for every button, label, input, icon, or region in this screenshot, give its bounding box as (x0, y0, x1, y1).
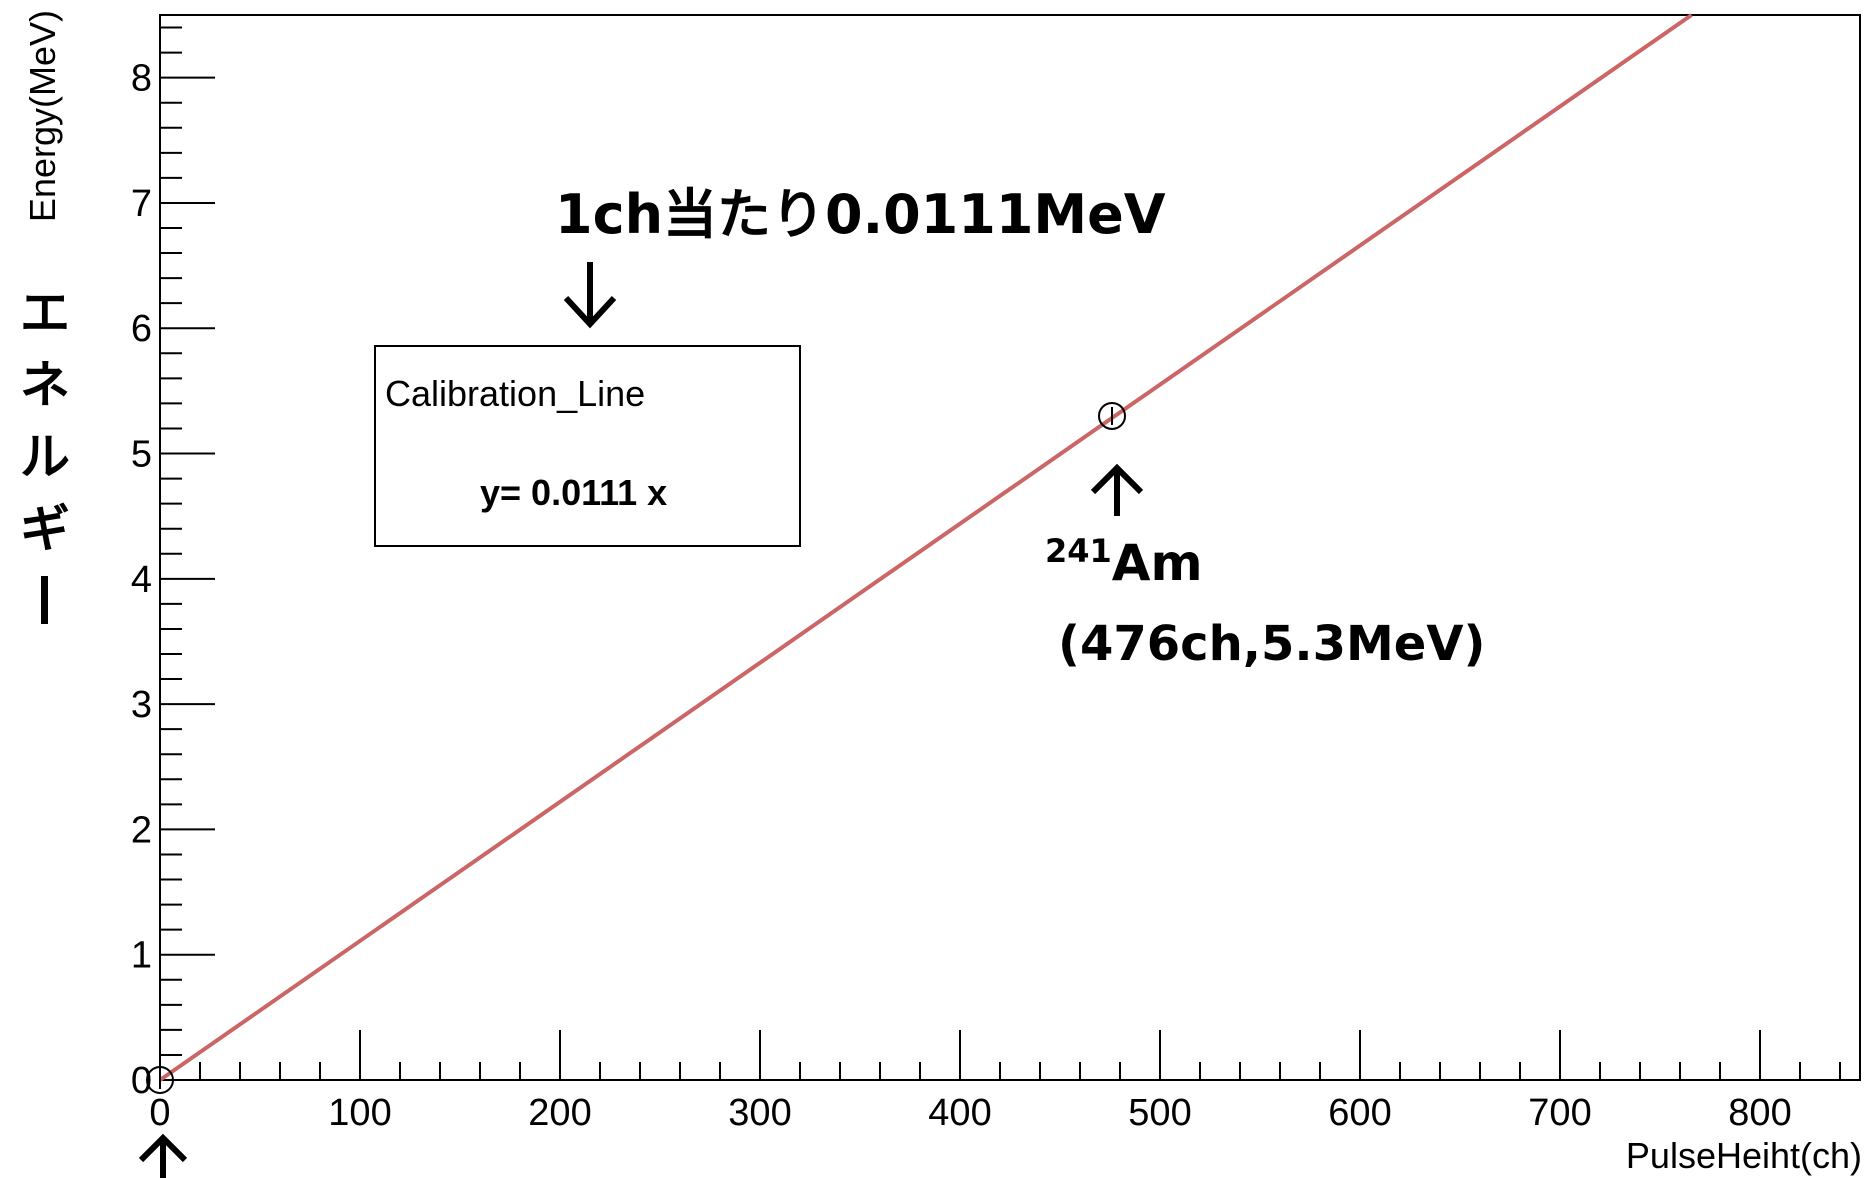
y-tick-label: 5 (131, 434, 152, 476)
x-tick-label: 600 (1328, 1092, 1391, 1134)
origin-up-arrow-icon (138, 1133, 188, 1178)
x-tick-label: 700 (1528, 1092, 1591, 1134)
x-tick-label: 300 (728, 1092, 791, 1134)
y-title-jp-char: ギ (20, 500, 70, 558)
am-241-coords: (476ch,5.3MeV) (1058, 616, 1485, 672)
y-tick-label: 3 (131, 684, 152, 726)
x-axis-ticks (159, 1030, 1841, 1080)
x-tick-label: 200 (528, 1092, 591, 1134)
y-axis-title: Energy(MeV) (22, 10, 63, 222)
plot-frame (159, 14, 1861, 1081)
y-tick-label: 8 (131, 58, 152, 100)
y-tick-label: 7 (131, 183, 152, 225)
x-axis-title: PulseHeiht(ch) (1626, 1135, 1862, 1176)
y-title-jp-char: ネ (20, 356, 70, 414)
legend-title: Calibration_Line (385, 373, 645, 414)
y-tick-label: 4 (131, 559, 152, 601)
y-axis-ticks (160, 26, 215, 1081)
legend-frame (374, 345, 801, 547)
y-title-jp-char: ル (20, 428, 70, 486)
x-tick-label: 0 (149, 1092, 170, 1134)
y-title-jp-char (41, 576, 48, 624)
y-axis-tick-labels: 0 1 2 3 4 5 6 7 8 (131, 58, 152, 1102)
per-channel-annotation: 1ch当たり0.0111MeV (555, 183, 1166, 246)
am-241-label: 241Am (1045, 532, 1203, 592)
y-tick-label: 0 (131, 1060, 152, 1102)
legend-equation: y= 0.0111 x (480, 472, 667, 513)
data-point (1098, 401, 1126, 430)
am-241-superscript: 241 (1045, 532, 1112, 570)
legend-box: Calibration_Line y= 0.0111 x (374, 345, 801, 547)
data-point (146, 1066, 174, 1094)
y-tick-label: 2 (131, 809, 152, 851)
x-axis-tick-labels: 0 100 200 300 400 500 600 700 800 (149, 1092, 1791, 1134)
calibration-fit-line (158, 13, 1693, 1082)
x-tick-label: 500 (1128, 1092, 1191, 1134)
y-tick-label: 6 (131, 308, 152, 350)
am-241-element: Am (1112, 534, 1203, 592)
y-tick-label: 1 (131, 935, 152, 977)
y-title-jp-char: エ (20, 284, 70, 342)
up-arrow-icon (1090, 463, 1144, 516)
data-points (146, 401, 1126, 1094)
x-tick-label: 400 (928, 1092, 991, 1134)
x-tick-label: 800 (1728, 1092, 1791, 1134)
x-tick-label: 100 (328, 1092, 391, 1134)
down-arrow-icon (563, 262, 617, 329)
